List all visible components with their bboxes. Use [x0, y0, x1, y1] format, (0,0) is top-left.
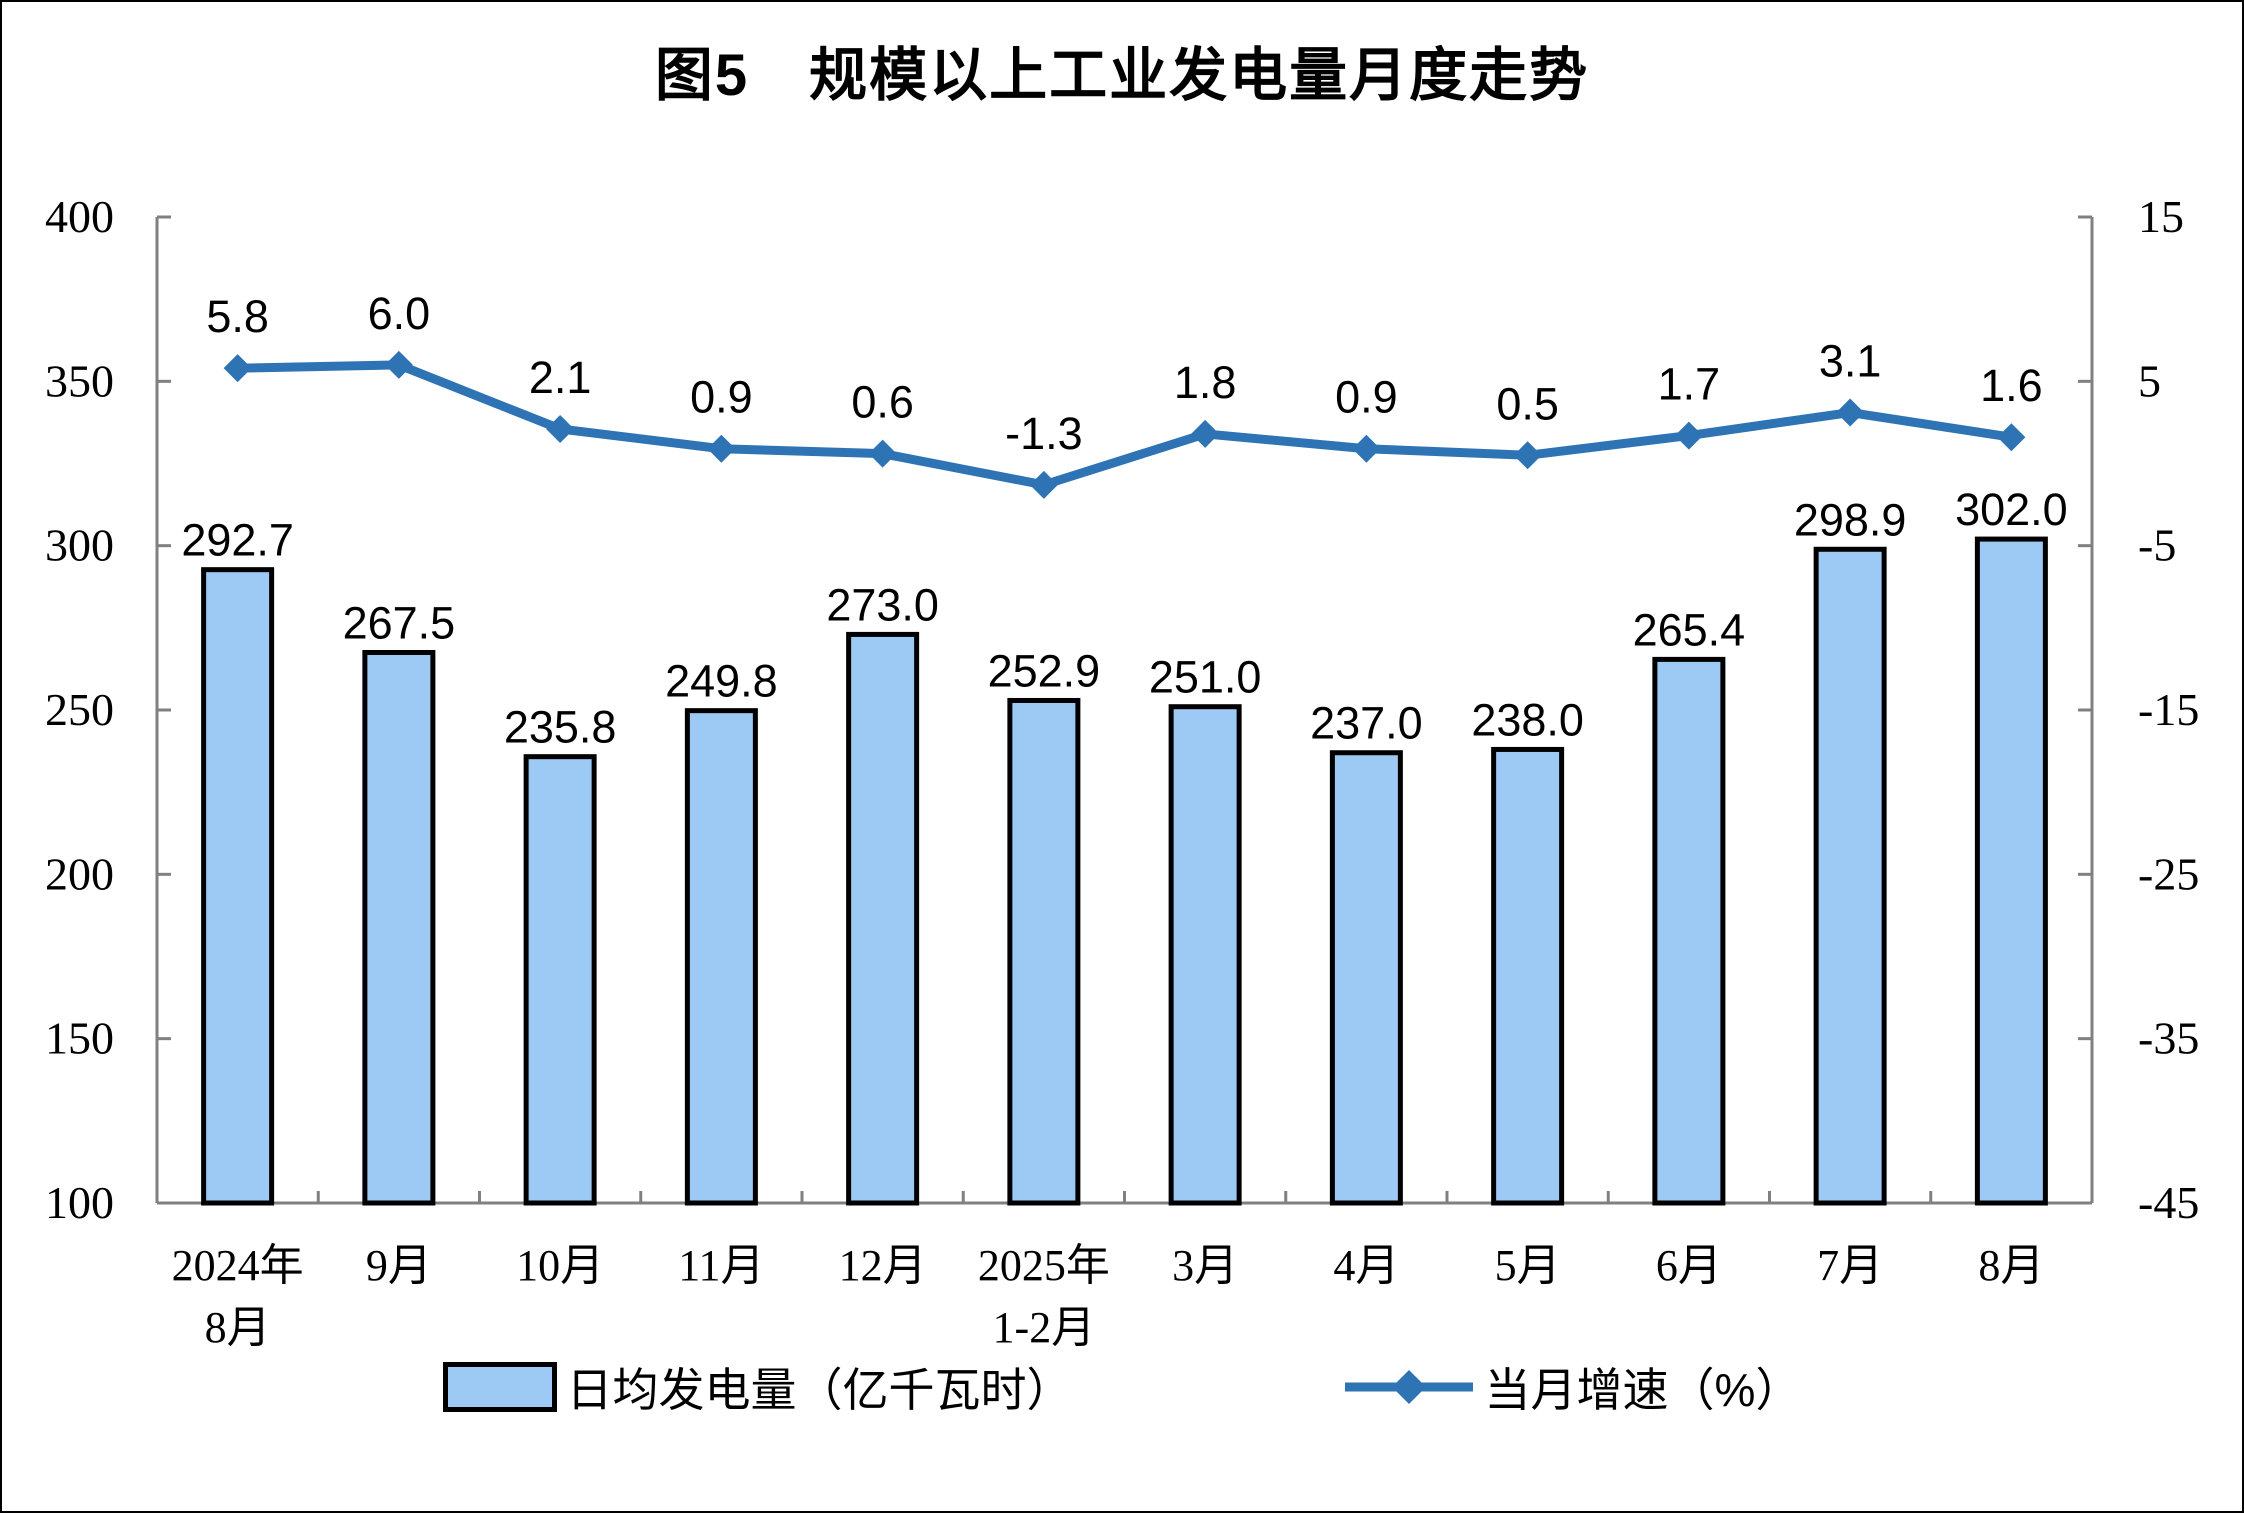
bar-value-label-7: 237.0 — [1310, 698, 1423, 749]
right-axis-tick-label-1: 5 — [2138, 355, 2161, 406]
line-value-label-8: 0.5 — [1496, 378, 1559, 429]
line-marker-6 — [1191, 419, 1220, 448]
right-axis-tick-label-5: -35 — [2138, 1013, 2199, 1064]
x-axis-category-label-3: 11月 — [678, 1241, 764, 1290]
left-axis-tick-label-4: 200 — [45, 848, 114, 899]
bar-10 — [1813, 546, 1887, 1206]
line-value-label-3: 0.9 — [690, 372, 753, 423]
line-value-label-0: 5.8 — [206, 291, 269, 342]
bar-5 — [1007, 697, 1081, 1206]
bar-value-label-5: 252.9 — [988, 645, 1101, 696]
line-value-label-9: 1.7 — [1658, 359, 1721, 410]
line-value-label-6: 1.8 — [1174, 357, 1237, 408]
line-marker-1 — [384, 350, 413, 379]
x-axis-category-label-0: 2024年 8月 — [172, 1241, 304, 1352]
x-axis-category-label-10: 7月 — [1817, 1241, 1883, 1290]
line-marker-5 — [1029, 470, 1058, 499]
right-axis-tick-label-4: -25 — [2138, 848, 2199, 899]
bar-0 — [201, 567, 275, 1206]
bar-value-label-9: 265.4 — [1633, 604, 1746, 655]
bar-value-label-2: 235.8 — [504, 702, 617, 753]
chart-title: 图5 规模以上工业发电量月度走势 — [654, 43, 1590, 108]
bar-6 — [1168, 704, 1242, 1206]
bar-8 — [1491, 746, 1565, 1206]
bar-1 — [362, 649, 436, 1206]
growth-line — [237, 360, 2013, 490]
line-value-label-1: 6.0 — [368, 288, 431, 339]
bar-7 — [1329, 750, 1403, 1206]
bar-value-label-11: 302.0 — [1955, 484, 2068, 535]
bar-series-swatch-icon — [442, 1362, 557, 1412]
legend-line-diamond — [1391, 1370, 1426, 1404]
line-marker-0 — [223, 354, 252, 383]
line-value-label-5: -1.3 — [1005, 408, 1083, 459]
line-marker-7 — [1352, 434, 1381, 463]
x-axis-category-label-2: 10月 — [516, 1241, 604, 1290]
line-marker-2 — [546, 414, 575, 443]
line-value-label-10: 3.1 — [1819, 336, 1882, 387]
bar-value-label-6: 251.0 — [1149, 652, 1262, 703]
line-series-legend-label: 当月增速（%） — [1484, 1364, 1802, 1416]
line-marker-4 — [868, 439, 897, 468]
left-axis-tick-label-3: 250 — [45, 684, 114, 735]
bar-series-legend-label: 日均发电量（亿千瓦时） — [566, 1364, 1073, 1416]
left-axis-tick-label-5: 150 — [45, 1013, 114, 1064]
left-axis-tick-label-2: 300 — [45, 520, 114, 571]
bar-4 — [846, 631, 920, 1206]
line-marker-11 — [1997, 423, 2026, 452]
bar-value-label-3: 249.8 — [665, 656, 778, 707]
bar-9 — [1652, 656, 1726, 1206]
x-axis-category-label-8: 5月 — [1495, 1241, 1561, 1290]
bar-value-label-1: 267.5 — [343, 597, 456, 648]
left-axis-tick-label-1: 350 — [45, 355, 114, 406]
bar-2 — [523, 754, 597, 1206]
right-axis-tick-label-2: -5 — [2138, 520, 2176, 571]
x-axis-category-label-7: 4月 — [1333, 1241, 1399, 1290]
line-series-swatch-icon — [1344, 1370, 1473, 1404]
x-axis-category-label-1: 9月 — [366, 1241, 432, 1290]
bar-value-label-4: 273.0 — [826, 579, 939, 630]
chart-legend: 日均发电量（亿千瓦时） 当月增速（%） — [2, 1354, 2242, 1420]
legend-item-line-series: 当月增速（%） — [1343, 1354, 1802, 1420]
line-value-label-7: 0.9 — [1335, 372, 1398, 423]
bar-value-label-0: 292.7 — [181, 515, 294, 566]
right-axis-tick-label-6: -45 — [2138, 1177, 2199, 1228]
line-marker-8 — [1513, 441, 1542, 470]
line-value-label-2: 2.1 — [529, 352, 592, 403]
x-axis-category-label-4: 12月 — [839, 1241, 927, 1290]
line-marker-9 — [1674, 421, 1703, 450]
right-axis-tick-label-3: -15 — [2138, 684, 2199, 735]
bar-3 — [684, 708, 758, 1206]
bar-11 — [1974, 536, 2048, 1206]
legend-item-bar-series: 日均发电量（亿千瓦时） — [442, 1354, 1073, 1420]
x-axis-category-label-5: 2025年 1-2月 — [978, 1241, 1110, 1352]
x-axis-category-label-6: 3月 — [1172, 1241, 1238, 1290]
x-axis-category-label-9: 6月 — [1656, 1241, 1722, 1290]
line-marker-10 — [1836, 398, 1865, 427]
x-axis-category-label-11: 8月 — [1978, 1241, 2044, 1290]
left-axis-tick-label-6: 100 — [45, 1177, 114, 1228]
left-axis-tick-label-0: 400 — [45, 191, 114, 242]
line-marker-3 — [707, 434, 736, 463]
line-value-label-4: 0.6 — [851, 377, 914, 428]
right-axis-tick-label-0: 15 — [2138, 191, 2184, 242]
line-value-label-11: 1.6 — [1980, 360, 2043, 411]
bar-value-label-8: 238.0 — [1471, 694, 1584, 745]
bar-value-label-10: 298.9 — [1794, 494, 1907, 545]
